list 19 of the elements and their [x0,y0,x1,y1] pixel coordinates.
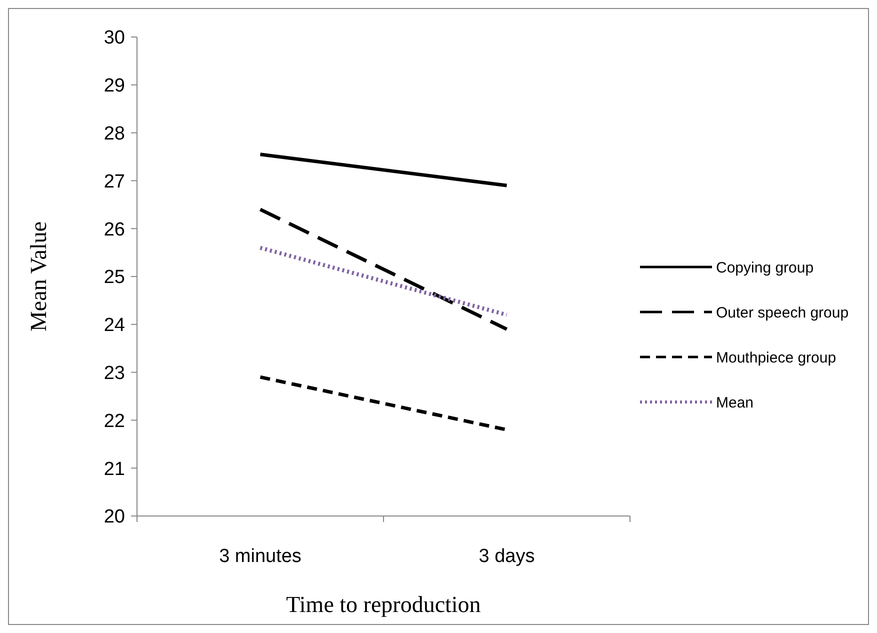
y-tick-label: 24 [104,315,126,336]
x-tick-label: 3 minutes [219,546,302,567]
y-tick-label: 21 [104,458,125,480]
y-tick-label: 28 [104,123,125,144]
y-tick-label: 26 [104,219,125,240]
y-axis-title: Mean Value [26,221,51,332]
legend-label: Mean [716,394,754,412]
y-tick-label: 22 [104,410,125,432]
x-tick-label: 3 days [478,546,535,567]
legend-label: Mouthpiece group [716,349,836,366]
legend-label: Copying group [716,259,814,276]
y-tick-label: 23 [104,362,125,384]
y-tick-label: 20 [104,506,125,528]
x-axis-title: Time to reproduction [286,592,482,617]
y-tick-label: 30 [104,28,125,49]
y-tick-label: 29 [104,76,125,97]
y-tick-label: 25 [104,267,125,288]
y-tick-label: 27 [104,171,125,192]
legend-label: Outer speech group [716,304,849,322]
